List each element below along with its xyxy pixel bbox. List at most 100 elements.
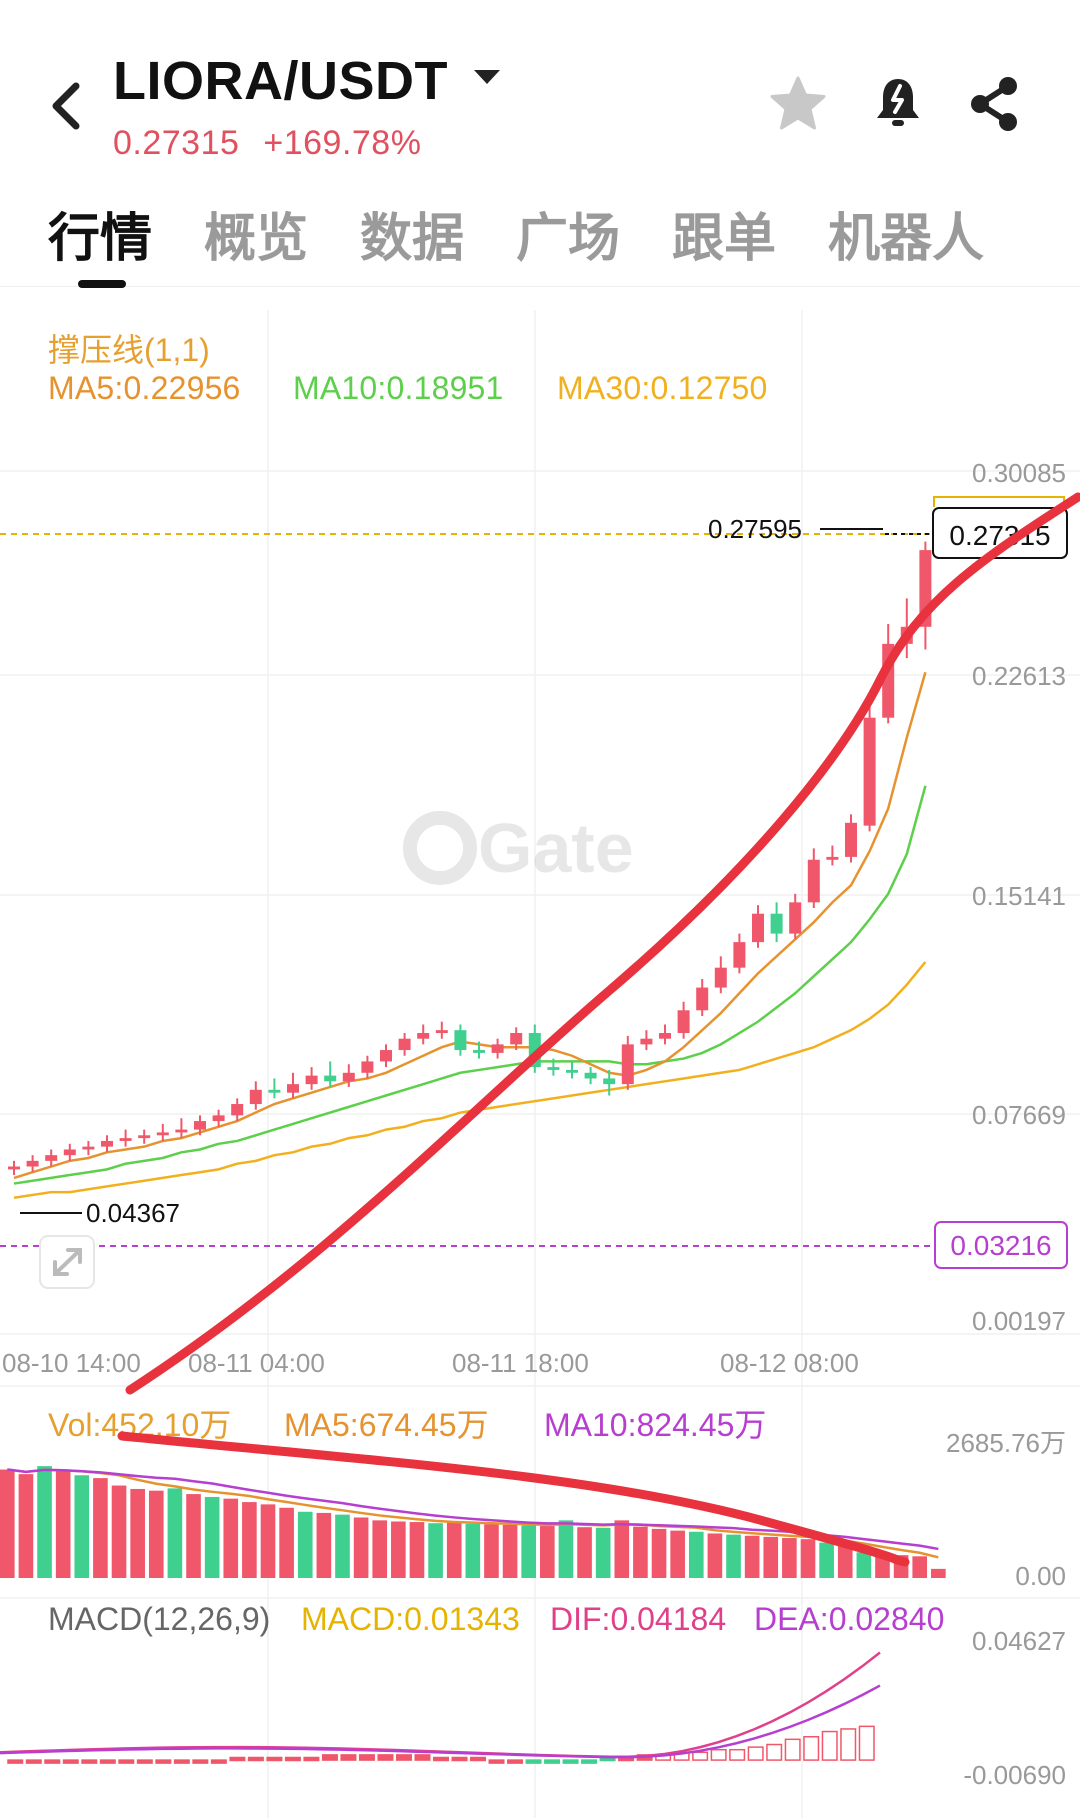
volume-bar: [372, 1520, 388, 1578]
macd-bar: [25, 1759, 42, 1764]
macd-bar: [710, 1748, 727, 1761]
macd-bar: [692, 1751, 709, 1761]
volume-bar: [651, 1528, 667, 1578]
macd-bar: [155, 1759, 172, 1764]
macd-bar: [507, 1759, 524, 1764]
macd-bar: [544, 1759, 561, 1764]
candle-body: [640, 1038, 653, 1045]
candle-body: [268, 1089, 281, 1093]
volume-bar: [931, 1568, 946, 1578]
trend-annotation-volume: [117, 1431, 910, 1567]
high-label: 0.27595: [708, 514, 802, 544]
ma10-label: MA10:0.18951: [293, 370, 504, 406]
volume-bar: [335, 1514, 350, 1578]
tab-copy-trading[interactable]: 跟单: [672, 210, 777, 268]
volume-bar: [763, 1536, 779, 1578]
ma5-line: [13, 671, 927, 1180]
macd-bar: [118, 1759, 135, 1764]
support-tag[interactable]: [934, 1221, 1068, 1269]
macd-bar: [303, 1756, 320, 1762]
volume-bar: [782, 1538, 797, 1578]
candle-body: [380, 1050, 392, 1062]
candle-body: [566, 1069, 578, 1073]
candle-body: [845, 822, 857, 857]
candle-body: [807, 859, 820, 903]
macd-bar: [784, 1738, 801, 1761]
candle-body: [119, 1138, 132, 1141]
candle-body: [659, 1033, 671, 1039]
chevron-left-icon: [52, 82, 80, 130]
candles: [8, 541, 932, 1176]
macd-axis-bottom: -0.00690: [963, 1760, 1066, 1790]
macd-bar: [432, 1756, 450, 1762]
candle-body: [789, 902, 802, 934]
header: LIORA/USDT 0.27315 +169.78%: [0, 20, 1080, 163]
volume-bar: [74, 1475, 90, 1578]
candle-body: [82, 1146, 95, 1150]
candle-body: [361, 1061, 374, 1073]
volume-bar: [37, 1466, 52, 1578]
time-tick: 08-12 08:00: [720, 1348, 859, 1378]
indicator-title[interactable]: 撑压线(1,1): [48, 332, 210, 368]
price-tag-accent: [933, 496, 1065, 507]
volume-bar: [465, 1523, 481, 1578]
tab-overview[interactable]: 概览: [204, 210, 309, 268]
trend-annotation-price: [125, 492, 1080, 1395]
candle-body: [454, 1030, 467, 1051]
candle-body: [156, 1132, 169, 1136]
expand-icon: [53, 1248, 82, 1276]
candle-body: [45, 1155, 58, 1161]
support-tag-text: 0.03216: [950, 1230, 1051, 1261]
volume-bar: [242, 1502, 257, 1578]
candle-body: [752, 913, 764, 943]
chart-grid: [0, 310, 1080, 1818]
volume-bar: [577, 1527, 592, 1578]
candle-body: [26, 1160, 39, 1167]
candle-body: [101, 1140, 113, 1147]
volume-bar: [223, 1498, 239, 1578]
volume-legend: Vol:452.10万 MA5:674.45万 MA10:824.45万: [48, 1407, 766, 1443]
macd-bar: [395, 1754, 412, 1761]
price-row: 0.27315 +169.78%: [113, 124, 435, 163]
macd-bar: [747, 1746, 764, 1761]
volume-bar: [558, 1520, 574, 1578]
favorite-button[interactable]: [766, 72, 830, 136]
share-button[interactable]: [962, 72, 1026, 136]
candle-body: [305, 1075, 318, 1085]
macd-bar: [525, 1759, 542, 1764]
time-tick: 08-11 18:00: [452, 1348, 589, 1378]
macd-value: MACD:0.01343: [301, 1601, 520, 1637]
price-alert-button[interactable]: [866, 72, 930, 136]
tab-bots[interactable]: 机器人: [828, 210, 985, 268]
volume-bar: [726, 1534, 741, 1578]
gate-watermark: Gate: [403, 809, 634, 887]
price-tick: 0.30085: [972, 458, 1066, 488]
macd-bar: [266, 1756, 283, 1762]
caret-down-icon[interactable]: [474, 70, 500, 84]
tab-square[interactable]: 广场: [516, 210, 621, 268]
candle-body: [491, 1044, 504, 1053]
macd-bar: [840, 1728, 857, 1761]
current-price-tag[interactable]: [932, 507, 1068, 559]
ma5-label: MA5:0.22956: [48, 370, 241, 406]
tab-data[interactable]: 数据: [360, 210, 465, 268]
macd-bar: [321, 1754, 338, 1761]
tab-market[interactable]: 行情: [48, 210, 153, 268]
back-button[interactable]: [46, 78, 86, 134]
volume-bar: [540, 1526, 555, 1578]
pair-title[interactable]: LIORA/USDT: [113, 51, 448, 111]
candle-body: [249, 1089, 262, 1105]
candle-body: [212, 1115, 225, 1122]
macd-bar: [229, 1756, 246, 1762]
macd-bar: [766, 1743, 783, 1761]
macd-bar: [470, 1756, 487, 1762]
volume-bar: [0, 1469, 15, 1578]
candle-body: [696, 987, 709, 1011]
candle-body: [324, 1075, 337, 1082]
volume-bar: [353, 1517, 369, 1578]
volume-bar: [428, 1523, 443, 1578]
volume-ma10-line: [7, 1468, 939, 1551]
volume-bar: [111, 1485, 127, 1578]
volume-axis-bottom: 0.00: [1015, 1561, 1066, 1591]
